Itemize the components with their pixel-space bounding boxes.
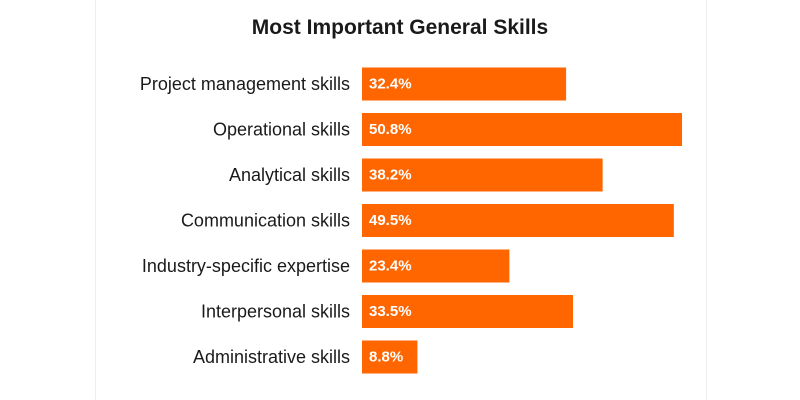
value-label-3: 49.5% bbox=[369, 212, 412, 229]
chart-title: Most Important General Skills bbox=[251, 16, 549, 39]
bar-1 bbox=[362, 113, 682, 146]
value-label-6: 8.8% bbox=[369, 349, 403, 366]
category-label-3: Communication skills bbox=[181, 211, 350, 231]
category-label-1: Operational skills bbox=[213, 120, 350, 140]
category-label-2: Analytical skills bbox=[229, 165, 350, 185]
bar-4 bbox=[362, 249, 510, 283]
value-label-4: 23.4% bbox=[369, 258, 412, 275]
value-label-0: 32.4% bbox=[369, 76, 412, 93]
value-label-2: 38.2% bbox=[369, 167, 412, 184]
bar-3 bbox=[362, 204, 674, 237]
value-label-5: 33.5% bbox=[369, 303, 412, 320]
chart-card bbox=[95, 0, 707, 400]
category-label-4: Industry-specific expertise bbox=[142, 256, 350, 276]
value-label-1: 50.8% bbox=[369, 121, 412, 138]
bar-5 bbox=[362, 295, 574, 328]
bar-2 bbox=[362, 158, 603, 192]
category-label-5: Interpersonal skills bbox=[201, 302, 350, 322]
bar-0 bbox=[362, 67, 567, 101]
category-label-0: Project management skills bbox=[140, 74, 350, 94]
bar-6 bbox=[362, 340, 418, 374]
category-label-6: Administrative skills bbox=[193, 347, 350, 367]
